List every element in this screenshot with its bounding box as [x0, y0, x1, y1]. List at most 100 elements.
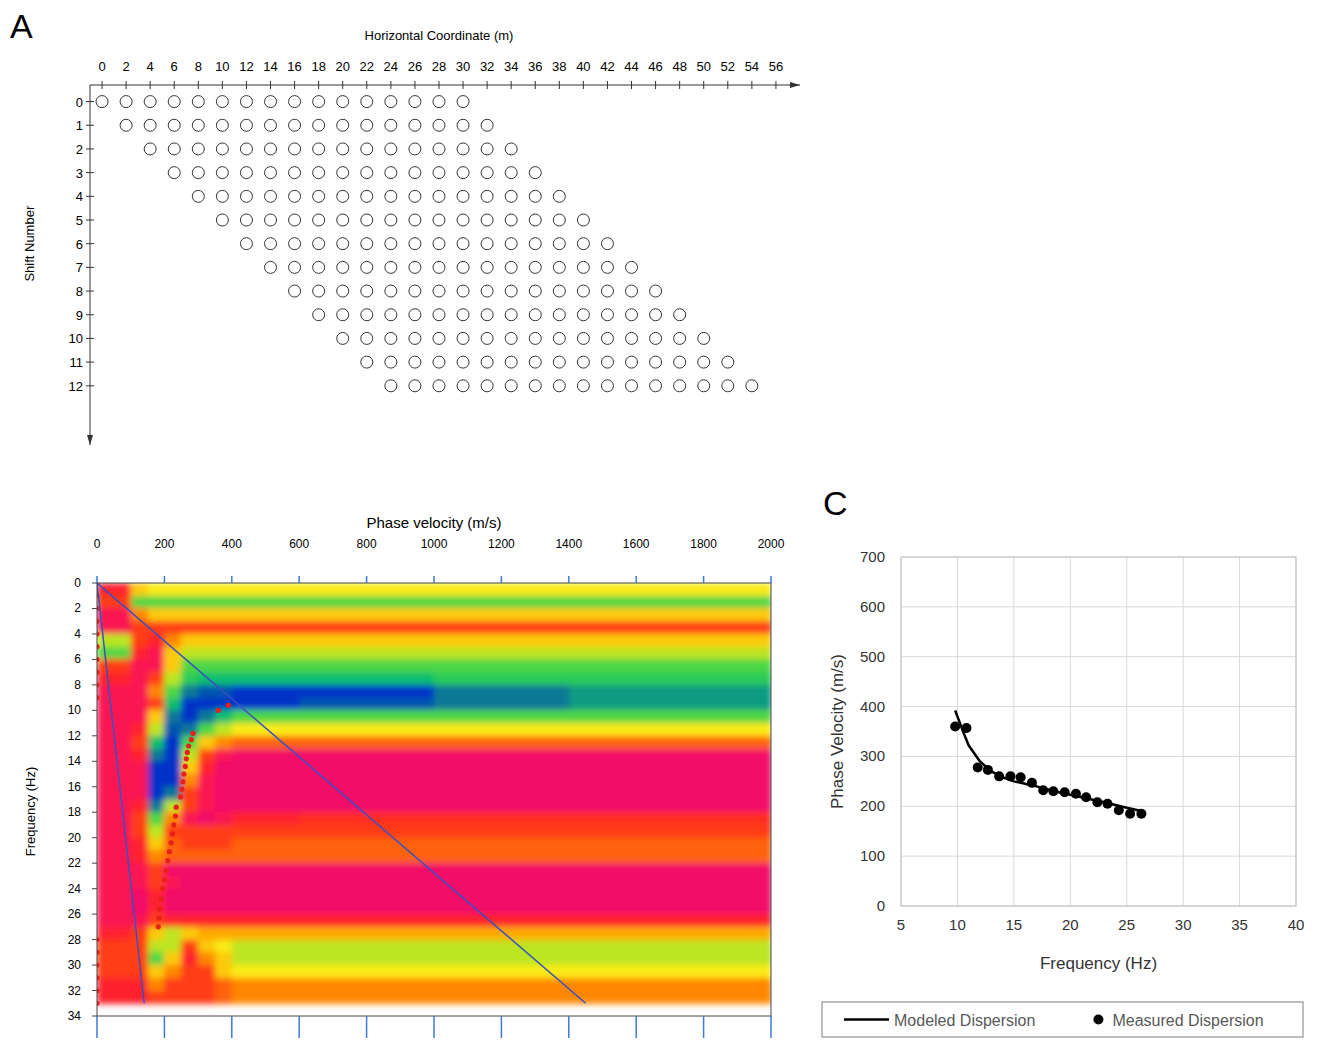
heat-cell [198, 698, 215, 711]
grid-line [901, 606, 1296, 607]
heat-cell [215, 889, 232, 902]
x-tick-label: 42 [600, 59, 614, 74]
receiver [529, 261, 541, 273]
receiver [433, 214, 445, 226]
receiver [216, 119, 228, 131]
x-tick [164, 576, 166, 583]
y-axis [90, 85, 91, 445]
receiver [481, 238, 493, 250]
x-tick-label: 40 [1288, 916, 1305, 933]
receiver [553, 356, 565, 368]
pick-point [226, 703, 231, 708]
receiver [385, 356, 397, 368]
heat-cell [198, 685, 215, 698]
heat-cell [299, 723, 434, 736]
heat-cell [198, 749, 215, 762]
x-tick [679, 81, 680, 89]
heat-cell [569, 647, 771, 660]
receiver [144, 119, 156, 131]
x-tick-label: 5 [897, 916, 905, 933]
heat-cell [232, 812, 300, 825]
receiver [409, 119, 421, 131]
receiver [265, 96, 277, 108]
receiver [722, 356, 734, 368]
receiver [361, 261, 373, 273]
heat-cell [148, 774, 165, 787]
heat-cell [569, 952, 771, 965]
heat-cell [232, 710, 300, 723]
receiver [481, 143, 493, 155]
receiver [409, 167, 421, 179]
heat-cell [97, 787, 131, 800]
receiver [361, 143, 373, 155]
y-tick-label: 100 [860, 847, 885, 864]
receiver [650, 380, 662, 392]
y-tick-label: 12 [69, 379, 83, 394]
x-tick [294, 81, 295, 89]
heat-cell [299, 850, 434, 863]
receiver [385, 285, 397, 297]
heat-cell [232, 647, 300, 660]
receiver [361, 190, 373, 202]
receiver [529, 238, 541, 250]
heat-cell [299, 774, 434, 787]
heat-cell [198, 723, 215, 736]
receiver [457, 238, 469, 250]
receiver [96, 96, 108, 108]
panel-label: A [10, 7, 33, 45]
receiver [168, 96, 180, 108]
receiver [240, 214, 252, 226]
aliasing-line [97, 583, 586, 1003]
x-tick-label: 35 [1231, 916, 1248, 933]
heat-cell [148, 863, 165, 876]
x-tick [318, 81, 319, 89]
x-tick-label: 1400 [555, 537, 582, 551]
heat-cell [148, 825, 165, 838]
receiver [409, 309, 421, 321]
heat-cell [164, 876, 181, 889]
receiver [313, 119, 325, 131]
receiver [265, 214, 277, 226]
heat-cell [181, 749, 198, 762]
x-tick-label: 16 [287, 59, 301, 74]
y-tick-label: 14 [68, 754, 82, 768]
heat-cell [181, 596, 198, 609]
heat-cell [198, 838, 215, 851]
heat-cell [434, 736, 569, 749]
heat-cell [97, 685, 131, 698]
y-tick-label: 1 [76, 118, 83, 133]
receiver [433, 143, 445, 155]
heat-cell [569, 978, 771, 991]
heat-cell [148, 672, 165, 685]
x-tick-label: 38 [552, 59, 566, 74]
heat-cell [131, 800, 148, 813]
heat-cell [434, 940, 569, 953]
receiver [433, 356, 445, 368]
y-tick-label: 6 [76, 237, 83, 252]
pick-point [173, 813, 178, 818]
receiver [433, 96, 445, 108]
heat-cell [569, 672, 771, 685]
heat-cell [164, 723, 181, 736]
receiver [433, 238, 445, 250]
heat-cell [148, 901, 165, 914]
heat-cell [131, 838, 148, 851]
receiver [650, 309, 662, 321]
receiver [601, 380, 613, 392]
heat-cell [131, 863, 148, 876]
y-tick [86, 314, 94, 315]
heat-cell [164, 659, 181, 672]
receiver [240, 119, 252, 131]
receiver [361, 214, 373, 226]
receiver [240, 96, 252, 108]
receiver [289, 214, 301, 226]
y-tick [92, 761, 97, 762]
receiver [361, 285, 373, 297]
receiver [313, 167, 325, 179]
heat-cell [434, 978, 569, 991]
receiver [337, 143, 349, 155]
x-tick [102, 81, 103, 89]
heat-cell [181, 659, 198, 672]
heat-cell [299, 787, 434, 800]
receiver [337, 285, 349, 297]
